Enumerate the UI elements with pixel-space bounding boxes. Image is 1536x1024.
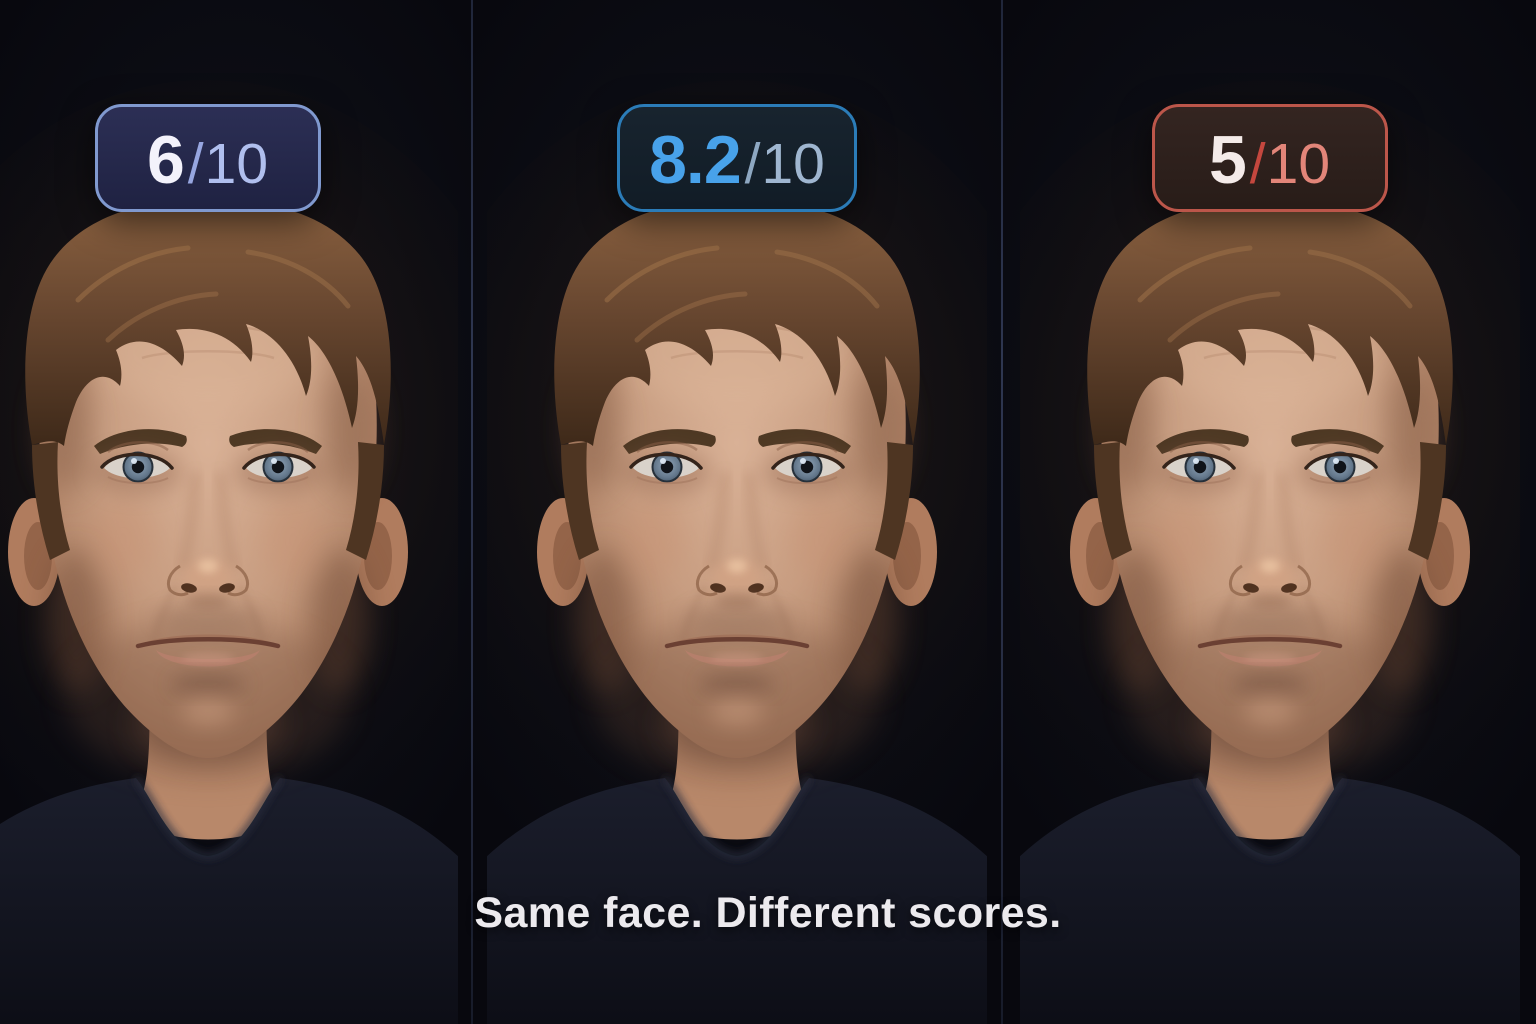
score-value: 5: [1208, 122, 1247, 198]
panel-divider: [1001, 0, 1003, 1024]
score-badge: 6/10: [94, 104, 321, 212]
photo-panel-right: 5/10: [1003, 0, 1536, 1024]
score-value: 6: [146, 122, 185, 198]
score-badge: 5/10: [1151, 104, 1388, 212]
score-denominator: 10: [1266, 132, 1331, 196]
score-denominator: 10: [204, 132, 269, 196]
score-slash: /: [744, 132, 761, 196]
score-slash: /: [187, 132, 204, 196]
photo-panel-center: 8.2/10: [473, 0, 1001, 1024]
photo-panel-left: 6/10: [0, 0, 471, 1024]
panel-divider: [471, 0, 473, 1024]
score-value: 8.2: [649, 122, 742, 198]
caption: Same face. Different scores.: [474, 889, 1062, 937]
score-denominator: 10: [761, 132, 825, 196]
score-slash: /: [1249, 132, 1266, 196]
score-badge: 8.2/10: [617, 104, 857, 212]
